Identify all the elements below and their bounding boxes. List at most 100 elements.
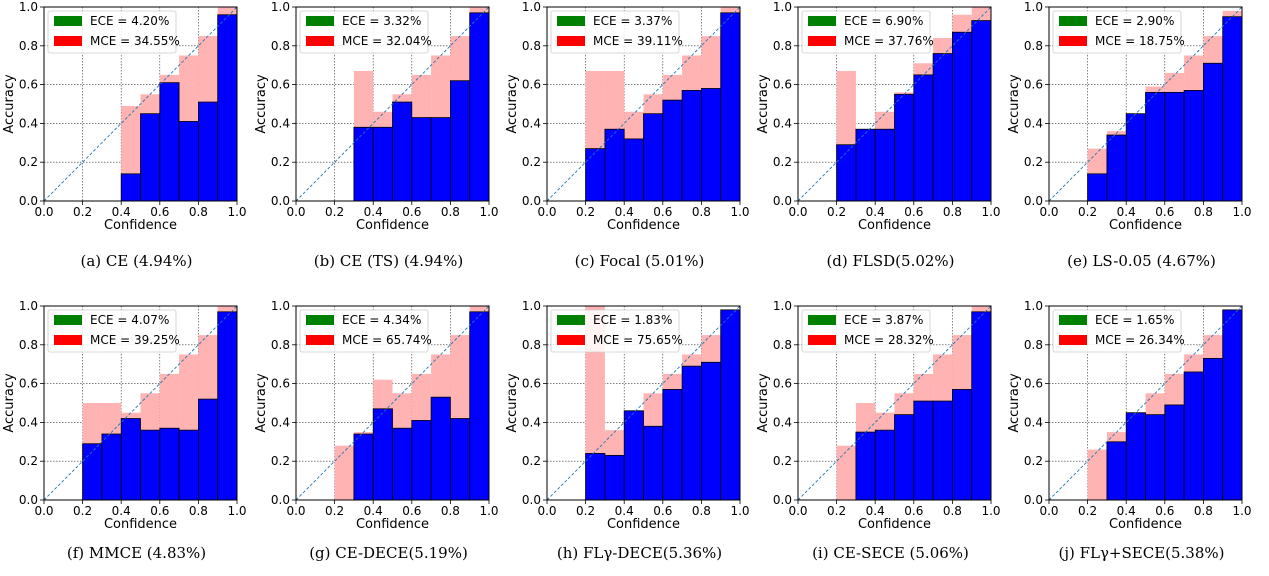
x-tick-label: 0.0 [286, 205, 305, 219]
legend-swatch-ece [808, 315, 836, 325]
gap-bar [913, 63, 934, 75]
y-tick-label: 0.8 [522, 338, 541, 352]
legend-label-mce: MCE = 34.55% [90, 34, 180, 48]
x-tick-label: 0.6 [150, 504, 169, 518]
gap-bar [1203, 335, 1223, 359]
gap-bar [1106, 432, 1127, 442]
chart-panel-d: 0.0 0.2 0.4 0.6 0.8 1.0 0.0 0.2 0.4 0.6 0.8 1.0 Conf… [756, 0, 1001, 270]
legend-swatch-ece [306, 16, 334, 26]
accuracy-bar [101, 433, 122, 501]
legend-swatch-mce [54, 335, 82, 345]
accuracy-bar [178, 429, 199, 501]
accuracy-bar [952, 389, 973, 501]
gap-bar [217, 306, 237, 312]
y-tick-label: 0.2 [1024, 454, 1043, 468]
x-tick-label: 0.0 [1039, 504, 1058, 518]
accuracy-bar [874, 128, 895, 202]
panel-caption: (h) FLγ-DECE(5.36%) [557, 544, 722, 562]
diagonal-line [43, 6, 238, 202]
x-tick-label: 0.0 [537, 504, 556, 518]
y-tick-label: 0.4 [773, 415, 792, 429]
legend-swatch-ece [1059, 315, 1087, 325]
y-tick-label: 0.4 [19, 116, 38, 130]
gap-bar [140, 94, 160, 114]
accuracy-bar [197, 398, 219, 501]
accuracy-bar [449, 418, 471, 501]
accuracy-bar [1125, 412, 1146, 501]
x-tick-label: 0.2 [576, 205, 595, 219]
x-tick-label: 0.4 [1117, 504, 1136, 518]
x-tick-label: 0.4 [615, 205, 634, 219]
diagonal-line [797, 305, 992, 501]
y-tick-label: 0.4 [522, 116, 541, 130]
accuracy-bar [585, 148, 606, 202]
y-tick-label: 0.8 [773, 338, 792, 352]
accuracy-bar [1145, 414, 1166, 501]
y-tick-label: 0.6 [1024, 377, 1043, 391]
x-tick-label: 0.6 [402, 205, 421, 219]
accuracy-bar [372, 408, 393, 501]
accuracy-bar [469, 12, 490, 202]
y-tick-label: 1.0 [19, 0, 38, 14]
y-tick-label: 1.0 [522, 0, 541, 14]
gap-bar [198, 36, 218, 103]
y-tick-label: 0.6 [1024, 78, 1043, 92]
gap-bar [624, 111, 644, 139]
y-tick-label: 0.2 [522, 454, 541, 468]
y-tick-label: 0.8 [522, 39, 541, 53]
accuracy-bar [430, 396, 451, 501]
gap-bar [450, 36, 470, 81]
y-tick-label: 0.0 [19, 194, 38, 208]
gap-bar [1184, 55, 1204, 91]
gap-bar [121, 412, 141, 419]
y-tick-label: 0.4 [1024, 415, 1043, 429]
x-tick-label: 0.8 [189, 205, 208, 219]
x-tick-label: 0.0 [788, 205, 807, 219]
accuracy-bar [159, 427, 180, 501]
accuracy-bar [874, 429, 895, 501]
y-tick-label: 0.8 [1024, 338, 1043, 352]
gap-bar [353, 432, 374, 435]
accuracy-bar [353, 126, 374, 202]
panel-caption: (a) CE (4.94%) [81, 252, 193, 270]
x-tick-label: 0.2 [827, 205, 846, 219]
y-axis-label: Accuracy [1007, 74, 1022, 134]
legend-swatch-mce [557, 36, 585, 46]
gap-bar [1145, 393, 1165, 415]
axes-frame [295, 305, 490, 501]
legend-label-mce: MCE = 26.34% [1095, 333, 1185, 347]
gap-bar [1184, 354, 1204, 372]
x-axis-label: Confidence [858, 218, 931, 233]
accuracy-bar [971, 20, 992, 202]
gap-bar [140, 393, 160, 431]
accuracy-bar [1164, 91, 1185, 202]
y-tick-label: 0.4 [773, 116, 792, 130]
legend-label-ece: ECE = 4.20% [90, 14, 169, 28]
gap-bar [604, 71, 625, 130]
accuracy-bar [411, 420, 432, 501]
y-tick-label: 0.0 [1024, 493, 1043, 507]
chart-panel-f: 0.0 0.2 0.4 0.6 0.8 1.0 0.0 0.2 0.4 0.6 0.8 1.0 Conf… [2, 299, 247, 562]
y-tick-label: 0.0 [271, 493, 290, 507]
y-tick-label: 0.2 [522, 155, 541, 169]
legend-swatch-mce [306, 335, 334, 345]
accuracy-bar [913, 400, 934, 501]
accuracy-bar [971, 311, 992, 501]
accuracy-bar [1164, 404, 1185, 501]
y-tick-label: 0.2 [271, 155, 290, 169]
x-tick-label: 1.0 [730, 504, 749, 518]
x-tick-label: 0.2 [1078, 504, 1097, 518]
legend-label-ece: ECE = 1.65% [1095, 313, 1174, 327]
y-tick-label: 0.2 [19, 155, 38, 169]
y-tick-label: 0.6 [271, 377, 290, 391]
x-tick-label: 1.0 [981, 504, 1000, 518]
legend-swatch-mce [1059, 335, 1087, 345]
x-tick-label: 0.2 [576, 504, 595, 518]
y-axis-label: Accuracy [254, 74, 269, 134]
y-tick-label: 0.4 [271, 116, 290, 130]
accuracy-bar [1222, 309, 1243, 501]
y-tick-label: 1.0 [19, 299, 38, 313]
accuracy-bar [217, 311, 238, 501]
diagonal-line [295, 6, 490, 202]
legend-label-mce: MCE = 65.74% [342, 333, 432, 347]
